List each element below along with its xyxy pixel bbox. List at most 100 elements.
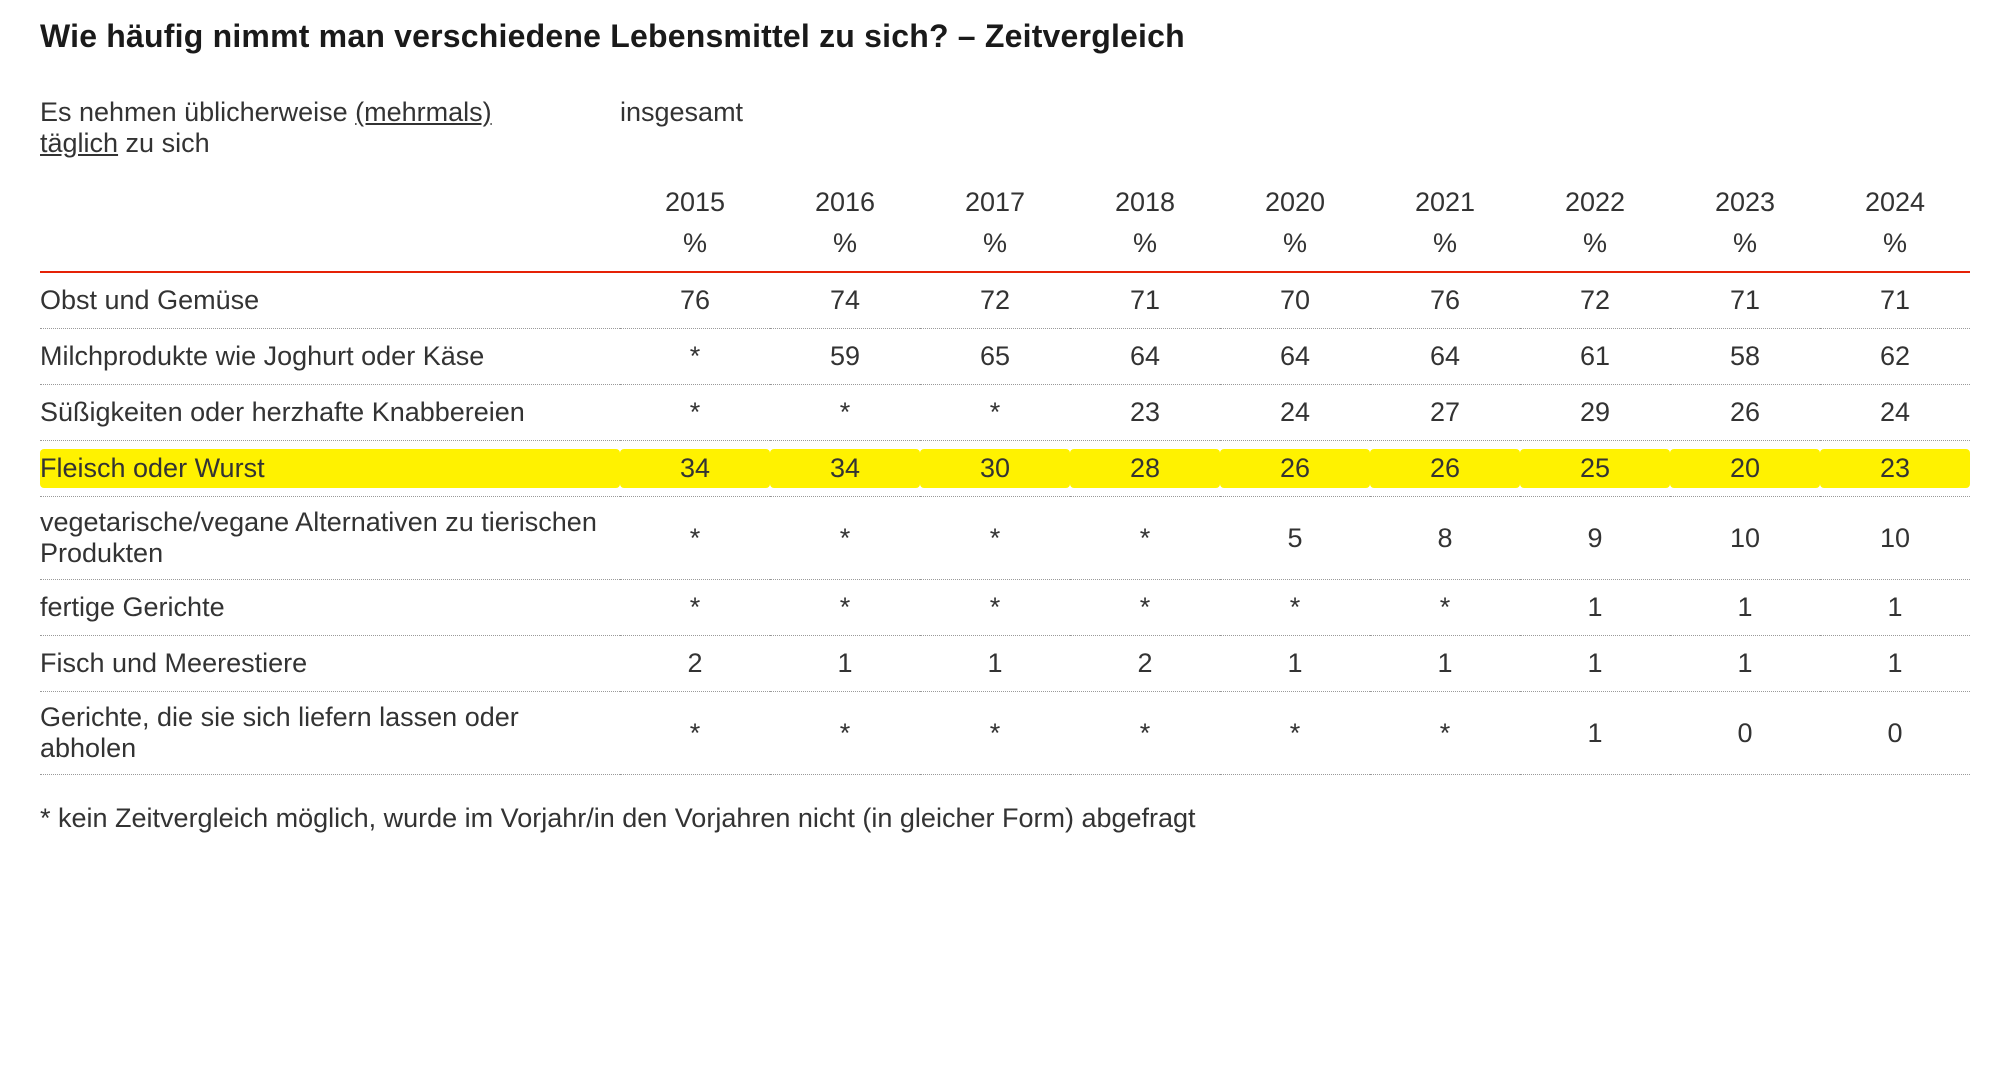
row-value: 23: [1070, 385, 1220, 441]
pct-row-spacer: [40, 222, 620, 271]
row-value: 10: [1670, 497, 1820, 580]
row-value: *: [770, 580, 920, 636]
row-value: *: [1220, 692, 1370, 775]
row-value: *: [920, 692, 1070, 775]
row-value: 76: [620, 271, 770, 329]
row-value: 9: [1520, 497, 1670, 580]
year-header: 2017: [920, 177, 1070, 222]
row-value: 10: [1820, 497, 1970, 580]
header-spacer: [1670, 97, 1820, 177]
row-value: 64: [1070, 329, 1220, 385]
row-value: *: [770, 692, 920, 775]
year-header: 2016: [770, 177, 920, 222]
year-header: 2018: [1070, 177, 1220, 222]
row-value: *: [1070, 692, 1220, 775]
row-value: 1: [1520, 636, 1670, 692]
row-label: Fisch und Meerestiere: [40, 636, 620, 692]
footnote: * kein Zeitvergleich möglich, wurde im V…: [40, 803, 1960, 834]
row-value: 74: [770, 271, 920, 329]
row-value: *: [920, 497, 1070, 580]
row-value: *: [920, 385, 1070, 441]
row-value: 0: [1820, 692, 1970, 775]
row-value: 24: [1220, 385, 1370, 441]
row-value: 1: [1520, 580, 1670, 636]
row-value: *: [1070, 580, 1220, 636]
row-value: 1: [770, 636, 920, 692]
row-value: *: [1370, 580, 1520, 636]
row-value: *: [770, 497, 920, 580]
row-label: fertige Gerichte: [40, 580, 620, 636]
row-value: 1: [1520, 692, 1670, 775]
header-spacer: [1370, 97, 1520, 177]
row-value-highlighted: 26: [1370, 441, 1520, 497]
percent-header: %: [1670, 222, 1820, 271]
header-spacer: [920, 97, 1070, 177]
row-value: 61: [1520, 329, 1670, 385]
row-value: 71: [1670, 271, 1820, 329]
percent-header: %: [1520, 222, 1670, 271]
row-value: 70: [1220, 271, 1370, 329]
percent-header: %: [1820, 222, 1970, 271]
row-value: 1: [1670, 580, 1820, 636]
row-value-highlighted: 34: [620, 441, 770, 497]
row-value-highlighted: 26: [1220, 441, 1370, 497]
row-value: 62: [1820, 329, 1970, 385]
row-value: *: [620, 385, 770, 441]
percent-header: %: [1370, 222, 1520, 271]
row-value: 64: [1220, 329, 1370, 385]
header-spacer: [770, 97, 920, 177]
row-value: *: [770, 385, 920, 441]
percent-header: %: [920, 222, 1070, 271]
row-value: *: [620, 329, 770, 385]
page: Wie häufig nimmt man verschiedene Lebens…: [0, 0, 2000, 874]
row-value: 1: [1820, 580, 1970, 636]
row-value: *: [620, 692, 770, 775]
row-value: 29: [1520, 385, 1670, 441]
row-label: Obst und Gemüse: [40, 271, 620, 329]
year-header: 2020: [1220, 177, 1370, 222]
row-value: 72: [920, 271, 1070, 329]
year-header: 2024: [1820, 177, 1970, 222]
row-label-highlighted: Fleisch oder Wurst: [40, 441, 620, 497]
row-label: vegetarische/vegane Alternativen zu tier…: [40, 497, 620, 580]
row-value: 26: [1670, 385, 1820, 441]
row-value: 76: [1370, 271, 1520, 329]
header-spacer: [1520, 97, 1670, 177]
row-value-highlighted: 34: [770, 441, 920, 497]
row-value: *: [620, 580, 770, 636]
row-value: *: [920, 580, 1070, 636]
year-row-spacer: [40, 177, 620, 222]
row-value: *: [620, 497, 770, 580]
row-value-highlighted: 30: [920, 441, 1070, 497]
year-header: 2022: [1520, 177, 1670, 222]
row-label: Milchprodukte wie Joghurt oder Käse: [40, 329, 620, 385]
year-header: 2015: [620, 177, 770, 222]
row-value: 1: [1820, 636, 1970, 692]
row-value-highlighted: 25: [1520, 441, 1670, 497]
row-value: *: [1070, 497, 1220, 580]
intro-text: Es nehmen üblicherweise (mehrmals) tägli…: [40, 97, 620, 177]
row-value: 71: [1070, 271, 1220, 329]
row-value: 1: [920, 636, 1070, 692]
intro-underlined-1: (mehrmals): [355, 97, 492, 127]
row-label: Gerichte, die sie sich liefern lassen od…: [40, 692, 620, 775]
intro-underlined-2: täglich: [40, 128, 118, 158]
row-value-highlighted: 23: [1820, 441, 1970, 497]
year-header: 2023: [1670, 177, 1820, 222]
page-title: Wie häufig nimmt man verschiedene Lebens…: [40, 18, 1960, 55]
row-value: 2: [1070, 636, 1220, 692]
row-value-highlighted: 28: [1070, 441, 1220, 497]
row-value: 2: [620, 636, 770, 692]
row-value: 1: [1370, 636, 1520, 692]
row-value: 71: [1820, 271, 1970, 329]
header-group-label: insgesamt: [620, 97, 770, 177]
header-spacer: [1220, 97, 1370, 177]
row-label: Süßigkeiten oder herzhafte Knabbereien: [40, 385, 620, 441]
row-value: 1: [1220, 636, 1370, 692]
row-value-highlighted: 20: [1670, 441, 1820, 497]
row-value: 5: [1220, 497, 1370, 580]
row-value: 58: [1670, 329, 1820, 385]
header-spacer: [1070, 97, 1220, 177]
row-value: 65: [920, 329, 1070, 385]
percent-header: %: [770, 222, 920, 271]
